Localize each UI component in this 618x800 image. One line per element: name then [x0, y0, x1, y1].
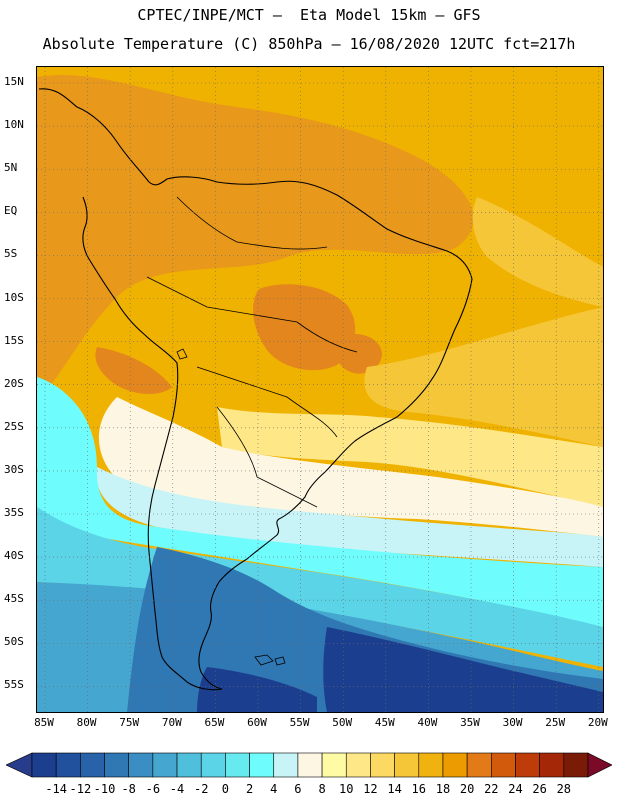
- colorbar-label: -10: [93, 782, 116, 796]
- colorbar-swatch: [152, 752, 178, 778]
- title-model: CPTEC/INPE/MCT – Eta Model 15km – GFS: [137, 6, 481, 24]
- lat-label: 20S: [4, 376, 24, 390]
- colorbar-label: 8: [318, 782, 326, 796]
- colorbar-swatch: [200, 752, 226, 778]
- lat-label: 30S: [4, 462, 24, 476]
- colorbar-label: 0: [221, 782, 229, 796]
- colorbar-label: -2: [193, 782, 209, 796]
- colorbar-swatch: [345, 752, 371, 778]
- colorbar-label: 10: [339, 782, 354, 796]
- lon-label: 40W: [417, 716, 438, 729]
- colorbar-swatch: [370, 752, 395, 778]
- lat-label: 35S: [4, 506, 24, 519]
- lon-label: 30W: [502, 716, 523, 729]
- colorbar-swatch: [321, 752, 347, 778]
- colorbar-label: 26: [532, 782, 547, 796]
- field-yellow-east: [364, 307, 603, 447]
- colorbar-swatch: [225, 752, 250, 778]
- colorbar-swatch: [442, 752, 468, 778]
- lat-label: 55S: [4, 678, 24, 692]
- field-cyan: [37, 377, 603, 627]
- colorbar-swatch: [297, 752, 323, 778]
- lat-label: 15N: [4, 75, 24, 88]
- field-pale-cyan: [96, 467, 603, 567]
- lat-label: 25S: [4, 419, 24, 433]
- colorbar-swatch: [466, 752, 492, 778]
- lon-label: 25W: [545, 716, 566, 729]
- continent-outline: [38, 88, 473, 691]
- colorbar-label: 14: [387, 782, 402, 796]
- lat-label: 5N: [4, 161, 18, 175]
- colorbar-swatch: [273, 752, 299, 778]
- temperature-map: [37, 67, 603, 712]
- lat-label: 50S: [4, 635, 24, 649]
- lon-label: 50W: [332, 716, 353, 729]
- colorbar-label: -6: [145, 782, 161, 796]
- colorbar-swatch: [104, 752, 129, 778]
- colorbar-swatch: [515, 752, 540, 778]
- colorbar-swatch: [491, 752, 516, 778]
- title-variable: Absolute Temperature (C) 850hPa – 16/08/…: [42, 35, 576, 53]
- map-panel: [36, 66, 604, 713]
- colorbar-swatch: [31, 752, 57, 778]
- lon-label: 55W: [289, 716, 310, 729]
- lat-label: 10S: [4, 290, 24, 304]
- field-hot-west: [95, 347, 172, 394]
- colorbar-swatch: [55, 752, 81, 778]
- colorbar-swatch: [80, 752, 105, 778]
- colorbar-label: -14: [45, 782, 68, 796]
- colorbar-label: 22: [484, 782, 499, 796]
- lon-label: 35W: [460, 716, 480, 729]
- colorbar-swatch: [249, 752, 275, 778]
- lat-label: 5S: [4, 247, 18, 261]
- colorbar-label: 6: [294, 782, 302, 796]
- lon-label: 20W: [587, 716, 608, 729]
- colorbar-swatch: [563, 752, 589, 778]
- colorbar-swatch: [176, 752, 202, 778]
- colorbar-label: 18: [435, 782, 451, 796]
- colorbar: [6, 752, 612, 778]
- colorbar-label: 2: [245, 782, 254, 796]
- colorbar-label: 28: [556, 782, 572, 796]
- field-cream: [99, 397, 603, 537]
- lat-label: 15S: [4, 333, 24, 347]
- colorbar-label: 20: [459, 782, 475, 796]
- colorbar-label: 16: [411, 782, 426, 796]
- lon-label: 65W: [204, 716, 225, 729]
- lon-label: 80W: [76, 716, 97, 729]
- country-borders: [146, 196, 358, 508]
- colorbar-swatch: [394, 752, 420, 778]
- lat-label: 45S: [4, 592, 24, 606]
- colorbar-label: 24: [508, 782, 523, 796]
- lon-label: 70W: [161, 716, 182, 729]
- falklands-islands: [254, 654, 286, 666]
- colorbar-high-arrow: [587, 752, 612, 778]
- colorbar-label: -4: [169, 782, 185, 796]
- colorbar-swatch: [539, 752, 565, 778]
- lon-label: 45W: [374, 716, 395, 729]
- colorbar-swatch: [128, 752, 154, 778]
- field-hot-core-2: [332, 333, 382, 374]
- lat-label: 10N: [4, 118, 24, 132]
- lake-titicaca: [176, 348, 188, 360]
- colorbar-swatch: [418, 752, 444, 778]
- colorbar-label: 4: [270, 782, 278, 796]
- field-sky: [37, 507, 603, 667]
- lat-label: 40S: [4, 549, 24, 563]
- field-navy-south: [197, 667, 317, 712]
- field-light-yellow: [217, 407, 603, 507]
- colorbar-label: 12: [363, 782, 378, 796]
- field-navy: [323, 627, 603, 712]
- lon-label: 60W: [247, 716, 267, 729]
- colorbar-low-arrow: [6, 752, 33, 778]
- lon-label: 75W: [119, 716, 140, 729]
- field-deep-orange-north: [37, 74, 474, 398]
- colorbar-label: -12: [69, 782, 92, 796]
- lat-label: EQ: [4, 204, 18, 218]
- field-yellow-atlantic: [472, 197, 603, 307]
- lon-label: 85W: [34, 716, 54, 729]
- colorbar-label: -8: [121, 782, 136, 796]
